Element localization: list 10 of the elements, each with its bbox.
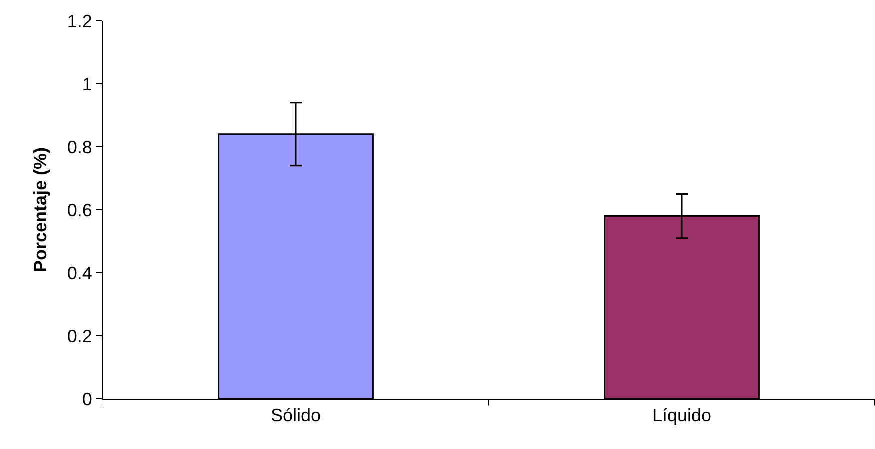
y-tick-label: 0.6	[67, 200, 92, 220]
y-tick-label: 0	[82, 389, 92, 410]
y-tick-label: 0.8	[67, 137, 92, 158]
x-tick-label: Sólido	[270, 406, 322, 426]
y-tick-label: 1.2	[67, 11, 92, 32]
y-tick-label: 0.4	[67, 263, 92, 284]
x-tick-label: Líquido	[652, 406, 712, 426]
y-axis-title: Porcentaje (%)	[30, 147, 51, 273]
y-tick-label: 1	[82, 74, 92, 94]
y-tick-label: 0.2	[67, 326, 92, 346]
